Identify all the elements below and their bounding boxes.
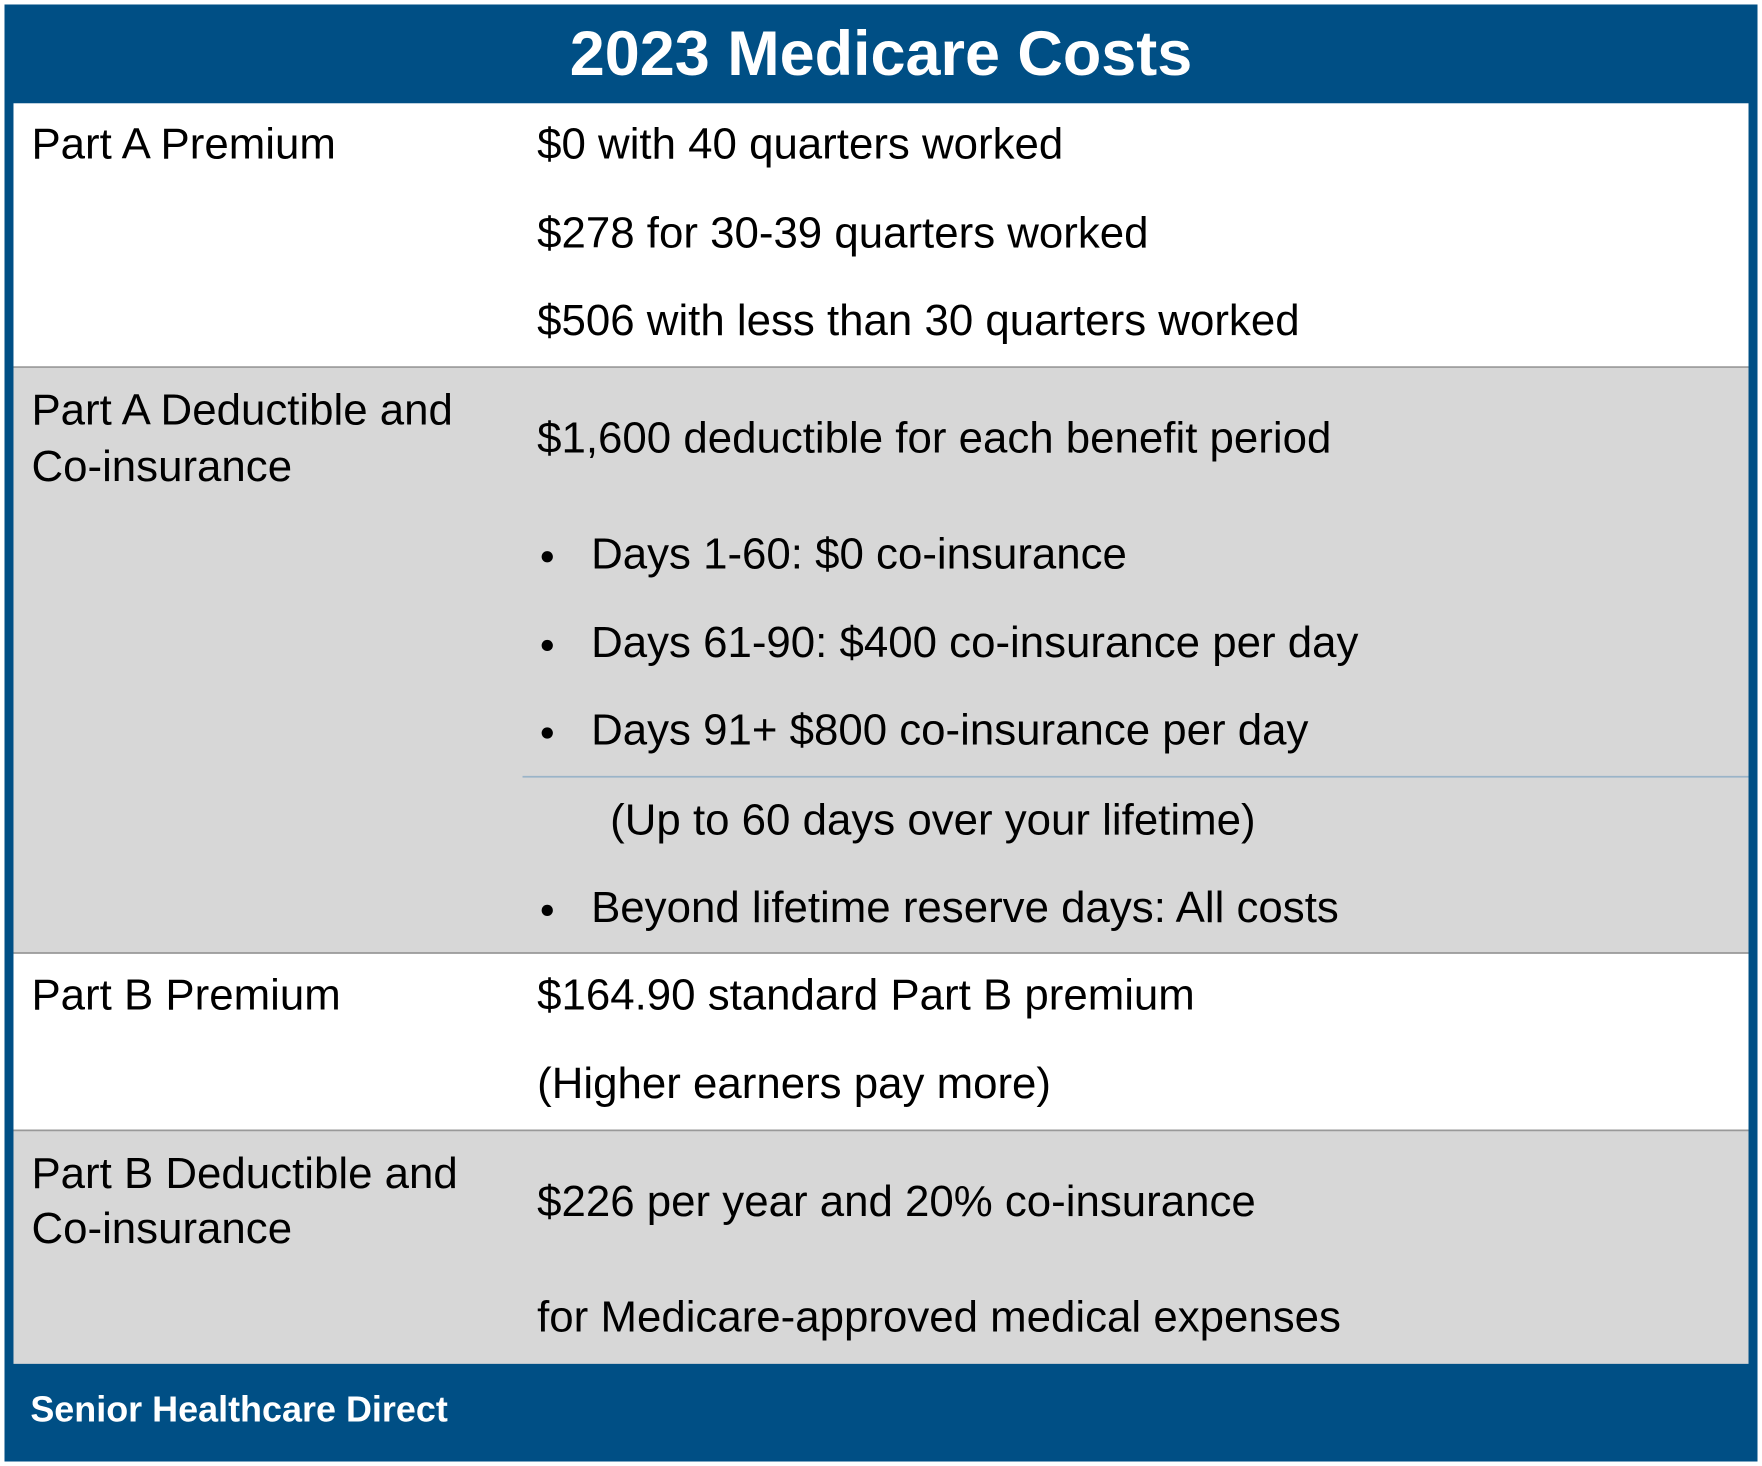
footer: Senior Healthcare Direct xyxy=(30,1389,448,1430)
detail: $278 for 30-39 quarters worked xyxy=(537,208,1148,257)
row-bg xyxy=(13,103,1749,368)
bullet-item: Days 1-60: $0 co-insurance xyxy=(591,529,1127,578)
bullet xyxy=(541,551,553,563)
detail: $506 with less than 30 quarters worked xyxy=(537,296,1299,345)
row-label: Part B Premium xyxy=(31,970,340,1019)
bullet-item: Days 91+ $800 co-insurance per day xyxy=(591,706,1308,755)
bullet xyxy=(541,904,553,916)
bullet xyxy=(541,639,553,652)
row-bg xyxy=(13,367,1749,954)
note: (Up to 60 days over your lifetime) xyxy=(610,795,1255,844)
title: 2023 Medicare Costs xyxy=(570,19,1192,89)
row-label: Part B Deductible and xyxy=(31,1149,457,1198)
bullet xyxy=(541,727,553,739)
detail: $1,600 deductible for each benefit perio… xyxy=(537,414,1331,463)
row-bg xyxy=(13,1130,1749,1364)
row-label: Co-insurance xyxy=(31,1204,292,1253)
row-bg xyxy=(13,953,1749,1131)
bullet-item: Beyond lifetime reserve days: All costs xyxy=(591,883,1339,932)
row-label: Part A Deductible and xyxy=(31,386,452,435)
detail: $0 with 40 quarters worked xyxy=(537,120,1063,169)
detail: (Higher earners pay more) xyxy=(537,1059,1051,1108)
detail: $164.90 standard Part B premium xyxy=(537,970,1195,1019)
detail: $226 per year and 20% co-insurance xyxy=(537,1177,1256,1226)
row-label: Part A Premium xyxy=(31,120,335,169)
row-label: Co-insurance xyxy=(31,442,292,491)
bullet-item: Days 61-90: $400 co-insurance per day xyxy=(591,618,1358,667)
detail: for Medicare-approved medical expenses xyxy=(537,1293,1341,1342)
